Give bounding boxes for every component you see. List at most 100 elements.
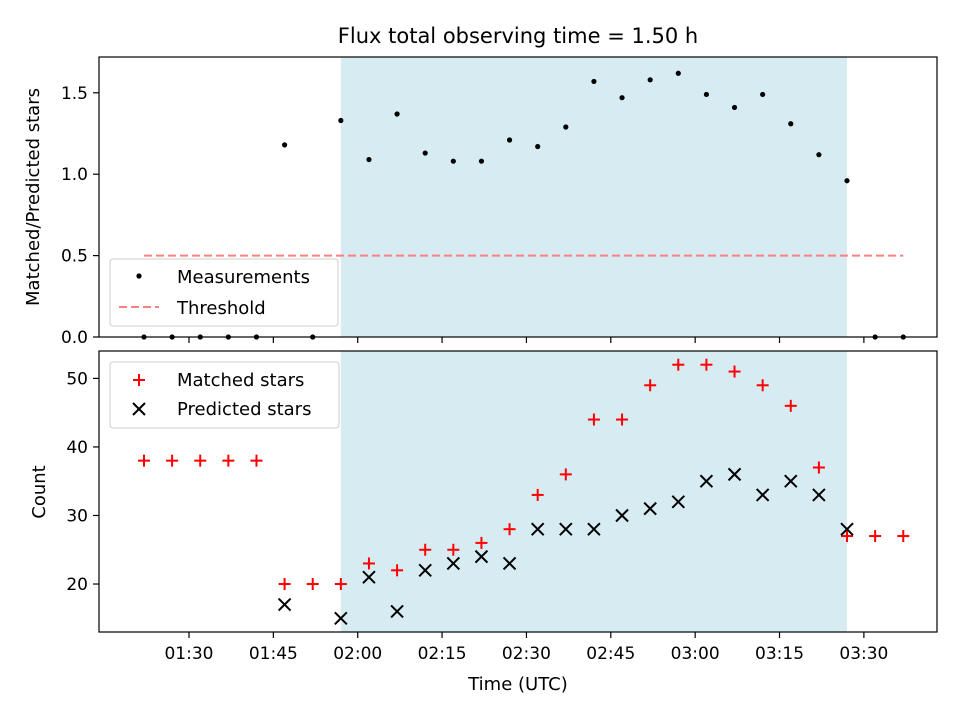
matched-star-point bbox=[728, 365, 741, 378]
predicted-star-point bbox=[615, 508, 629, 523]
bottom-x-ticks: 01:30 01:45 02:00 02:15 02:30 02:45 03:00 03:15… bbox=[164, 632, 888, 664]
measurement-point bbox=[788, 121, 794, 127]
predicted-star-point bbox=[727, 467, 742, 482]
matched-star-point bbox=[559, 468, 572, 481]
matched-star-point bbox=[391, 564, 404, 577]
matched-star-point bbox=[503, 523, 516, 536]
measurement-point bbox=[338, 117, 344, 124]
matched-star-point bbox=[475, 536, 488, 549]
x-tick-label: 03:15 bbox=[755, 644, 804, 664]
matched-star-point bbox=[137, 454, 150, 467]
x-tick-label: 02:45 bbox=[586, 644, 635, 664]
bottom-legend: Matched stars Predicted stars bbox=[109, 361, 340, 429]
bottom-y-ticks: 20 30 40 50 bbox=[66, 369, 99, 595]
predicted-star-point bbox=[784, 474, 798, 488]
measurement-point bbox=[619, 95, 625, 101]
matched-star-point bbox=[869, 530, 882, 543]
measurement-point bbox=[731, 104, 738, 111]
legend-threshold-label: Threshold bbox=[176, 298, 266, 319]
predicted-star-point bbox=[587, 522, 601, 536]
top-legend-box bbox=[109, 258, 339, 327]
top-y-label: Matched/Predicted stars bbox=[23, 88, 44, 306]
legend-matched-marker bbox=[133, 374, 145, 386]
legend-matched-label: Matched stars bbox=[177, 370, 304, 391]
predicted-star-point bbox=[812, 488, 826, 502]
matched-star-point bbox=[531, 488, 544, 501]
predicted-star-point bbox=[559, 522, 573, 536]
predicted-star-point bbox=[362, 570, 376, 584]
measurement-point bbox=[535, 143, 541, 150]
predicted-star-point bbox=[840, 522, 854, 536]
measurement-point bbox=[450, 158, 456, 164]
matched-star-point bbox=[334, 578, 347, 591]
matched-star-point bbox=[447, 543, 460, 556]
measurement-point bbox=[394, 111, 400, 117]
y-tick-label: 20 bbox=[66, 575, 88, 595]
y-tick-label: 1.0 bbox=[61, 165, 88, 185]
y-tick-label: 0.5 bbox=[61, 247, 88, 267]
top-x-ticks bbox=[188, 337, 865, 343]
top-axes-frame bbox=[98, 56, 938, 338]
bottom-marks bbox=[137, 358, 910, 625]
matched-star-point bbox=[700, 358, 713, 371]
measurement-point bbox=[647, 77, 653, 83]
measurement-point bbox=[816, 152, 822, 158]
measurement-point bbox=[422, 150, 428, 156]
predicted-star-point bbox=[474, 549, 489, 564]
measurement-point bbox=[366, 156, 372, 163]
predicted-star-point bbox=[671, 495, 685, 509]
x-tick-label: 03:00 bbox=[671, 644, 720, 664]
x-tick-label: 01:45 bbox=[249, 644, 298, 664]
legend-predicted-label: Predicted stars bbox=[177, 399, 311, 420]
matched-star-point bbox=[222, 454, 235, 467]
matched-star-point bbox=[419, 543, 432, 556]
y-tick-label: 1.5 bbox=[61, 84, 88, 104]
bottom-highlight-span bbox=[340, 351, 848, 632]
predicted-star-point bbox=[446, 556, 461, 571]
matched-star-point bbox=[897, 530, 910, 543]
matched-star-point bbox=[616, 413, 629, 426]
matched-star-point bbox=[784, 399, 797, 412]
measurement-point bbox=[591, 78, 597, 85]
measurement-point bbox=[281, 142, 288, 148]
measurement-point bbox=[760, 91, 766, 98]
measurement-point bbox=[478, 158, 485, 164]
predicted-star-point bbox=[643, 501, 657, 516]
bottom-axes-frame bbox=[98, 350, 938, 633]
bottom-legend-box bbox=[109, 361, 340, 429]
predicted-star-point bbox=[502, 556, 517, 571]
measurement-point bbox=[675, 70, 681, 76]
matched-star-point bbox=[644, 379, 657, 392]
x-tick-label: 01:30 bbox=[164, 644, 213, 664]
predicted-star-point bbox=[277, 597, 292, 612]
matched-star-point bbox=[250, 454, 263, 467]
chart-title: Flux total observing time = 1.50 h bbox=[338, 24, 698, 48]
measurement-point bbox=[506, 137, 513, 143]
x-tick-label: 02:00 bbox=[333, 644, 382, 664]
bottom-y-label: Count bbox=[29, 465, 50, 518]
predicted-star-point bbox=[334, 611, 348, 625]
predicted-star-point bbox=[755, 488, 770, 502]
legend-predicted-marker bbox=[132, 402, 146, 416]
matched-star-point bbox=[812, 461, 825, 474]
matched-star-point bbox=[306, 578, 319, 591]
matched-star-point bbox=[362, 557, 375, 570]
measurement-point bbox=[703, 91, 710, 98]
measurement-point bbox=[563, 124, 569, 130]
top-y-ticks: 0.0 0.5 1.0 1.5 bbox=[61, 84, 99, 348]
y-tick-label: 40 bbox=[66, 438, 88, 458]
predicted-star-point bbox=[418, 563, 432, 578]
predicted-star-point bbox=[530, 522, 545, 536]
x-tick-label: 02:30 bbox=[502, 644, 551, 664]
matched-star-point bbox=[672, 358, 685, 371]
x-tick-label: 02:15 bbox=[418, 644, 467, 664]
matched-star-point bbox=[166, 454, 179, 467]
y-tick-label: 30 bbox=[66, 506, 88, 526]
top-highlight-span bbox=[340, 57, 848, 337]
predicted-star-point bbox=[699, 474, 714, 488]
x-tick-label: 03:30 bbox=[839, 644, 888, 664]
legend-measurements-marker bbox=[136, 273, 142, 279]
matched-star-point bbox=[278, 578, 291, 591]
